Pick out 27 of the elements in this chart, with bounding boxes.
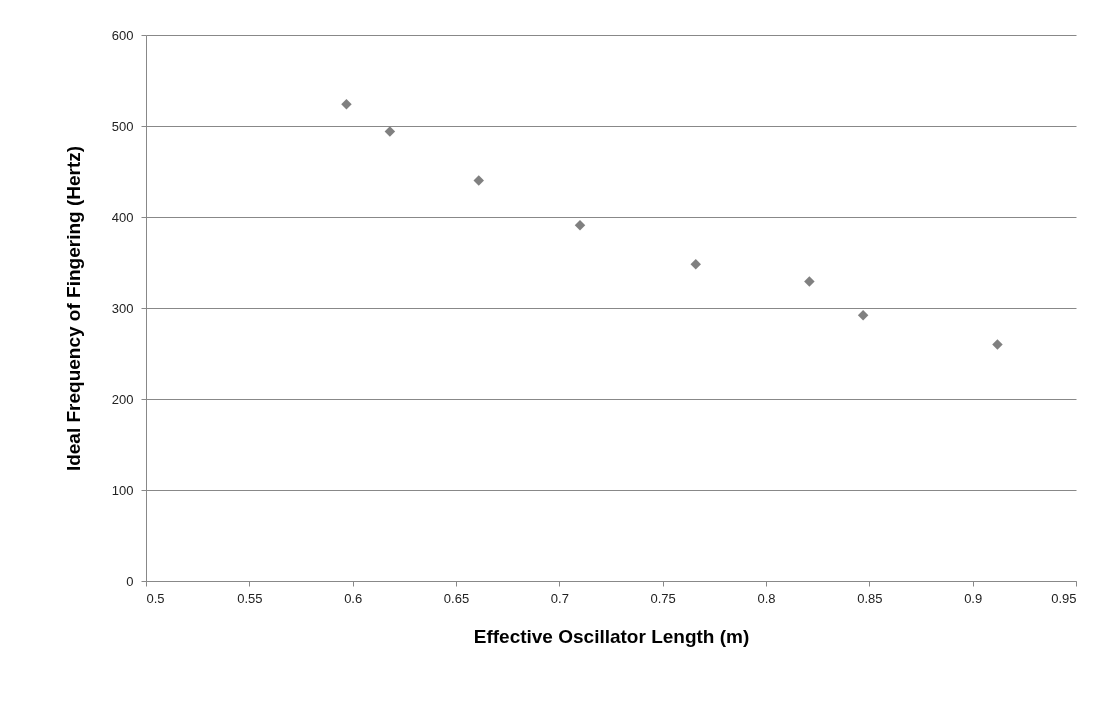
x-tick-label: 0.65 (443, 590, 470, 606)
point (473, 175, 484, 186)
x-tick-label: 0.95 (1051, 590, 1077, 606)
y-tick-label: 600 (111, 27, 134, 43)
y-tick-label: 400 (111, 209, 134, 225)
x-tick-label: 0.5 (146, 590, 165, 606)
point (574, 219, 586, 231)
x-tick-label: 0.75 (650, 590, 676, 606)
y-tick-label: 100 (111, 482, 134, 498)
point (857, 310, 869, 321)
y-axis-title: Ideal Frequency of Fingering (Hertz) (62, 145, 84, 472)
point (341, 98, 352, 110)
x-tick-label: 0.8 (757, 590, 776, 606)
x-tick-label: 0.7 (550, 590, 569, 606)
point (992, 339, 1003, 350)
y-tick-label: 500 (111, 118, 134, 134)
point (804, 276, 815, 287)
x-tick-label: 0.9 (964, 590, 983, 606)
x-tick-label: 0.6 (344, 590, 363, 606)
point (384, 126, 396, 137)
x-axis-title: Effective Oscillator Length (m) (473, 625, 750, 647)
point (690, 259, 701, 270)
x-tick-label: 0.55 (237, 590, 263, 606)
y-tick-label: 0 (126, 573, 134, 589)
y-tick-label: 200 (111, 391, 134, 407)
y-tick-label: 300 (111, 300, 134, 316)
x-tick-label: 0.85 (857, 590, 883, 606)
